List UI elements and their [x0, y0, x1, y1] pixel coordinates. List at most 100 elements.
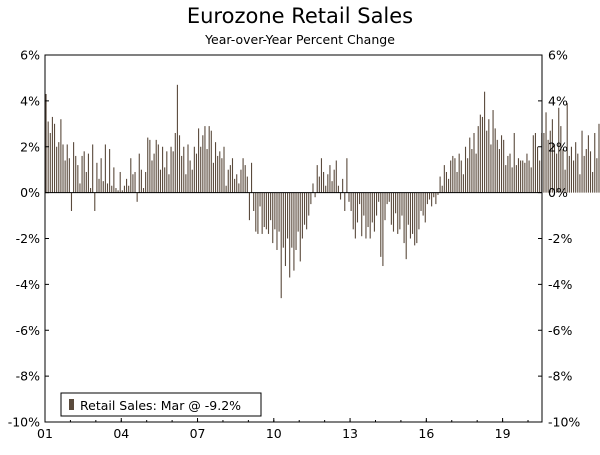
y-axis-right: 6% 4% 2% 0% -2% -4% -6% -8% -10%: [538, 48, 580, 430]
bar: [420, 192, 422, 211]
bar: [369, 192, 371, 239]
bar: [126, 178, 128, 193]
bar: [350, 192, 352, 211]
bar: [280, 192, 282, 299]
bar: [445, 171, 448, 193]
bar: [225, 185, 227, 193]
bar: [456, 171, 458, 193]
bar: [560, 126, 562, 193]
bar: [287, 192, 289, 239]
bar: [267, 192, 270, 234]
bar: [96, 162, 98, 193]
bar: [198, 128, 200, 193]
bar: [335, 160, 337, 193]
bar: [92, 144, 94, 193]
y-tick-label: -4%: [548, 277, 572, 292]
bar: [581, 130, 583, 193]
bar: [392, 192, 395, 232]
bar: [490, 144, 492, 193]
bar: [263, 192, 265, 228]
bar: [376, 192, 378, 216]
bar: [331, 181, 333, 193]
bar: [153, 153, 155, 193]
bar: [477, 126, 479, 193]
bar: [278, 192, 280, 232]
bar: [75, 155, 77, 193]
bar: [492, 110, 494, 193]
bar: [486, 130, 488, 193]
bar: [378, 192, 380, 202]
bar: [545, 112, 547, 193]
bar: [181, 155, 183, 193]
bar: [422, 192, 424, 216]
bar: [585, 149, 587, 193]
bar: [115, 188, 117, 193]
bar: [316, 165, 318, 193]
y-tick-label: -10%: [8, 415, 40, 430]
bar: [484, 91, 486, 193]
bar: [373, 192, 375, 232]
bar: [64, 160, 66, 193]
bar: [111, 185, 113, 193]
bar: [598, 123, 600, 193]
bar: [509, 153, 511, 193]
bar: [481, 116, 484, 193]
bar: [367, 192, 369, 228]
bar: [416, 192, 418, 244]
bar: [289, 192, 291, 278]
bar: [157, 144, 159, 193]
bar: [399, 192, 401, 230]
bar: [448, 178, 450, 193]
bar: [401, 192, 403, 216]
bar: [276, 192, 278, 250]
bar: [102, 181, 104, 193]
bar: [60, 119, 62, 193]
bar: [496, 139, 498, 193]
y-tick-label: 6%: [548, 48, 568, 63]
bar: [56, 146, 58, 193]
bar: [558, 107, 560, 193]
bar: [498, 149, 500, 193]
bar: [539, 160, 541, 193]
bar: [346, 158, 348, 193]
y-tick-label: 0%: [20, 185, 40, 200]
bar: [526, 153, 528, 193]
bar: [159, 169, 162, 193]
bar: [354, 192, 356, 239]
y-tick-label: 0%: [548, 185, 568, 200]
bar: [94, 192, 96, 211]
bar: [240, 169, 242, 193]
bar: [426, 192, 428, 205]
bar: [310, 192, 312, 205]
bar: [475, 153, 477, 193]
bar: [515, 165, 517, 193]
bar: [100, 158, 102, 193]
bar: [418, 192, 420, 230]
bar: [435, 192, 437, 205]
bar: [517, 158, 520, 193]
bar: [414, 192, 416, 246]
bar: [452, 155, 454, 193]
bar: [325, 185, 327, 193]
bar: [511, 167, 513, 193]
bar: [251, 162, 253, 193]
bar: [79, 183, 81, 193]
bar: [386, 192, 388, 205]
bar: [293, 192, 295, 271]
bar: [140, 169, 142, 193]
bar: [348, 192, 350, 202]
bar: [513, 132, 515, 193]
bar: [187, 144, 189, 193]
y-axis-left: 6% 4% 2% 0% -2% -4% -6% -8% -10%: [8, 48, 49, 430]
bar: [151, 160, 153, 193]
bar: [500, 135, 503, 193]
bar: [178, 135, 181, 193]
bar: [66, 144, 68, 193]
bar: [85, 171, 87, 193]
bar: [575, 142, 577, 193]
bar: [195, 153, 198, 193]
bar: [543, 132, 545, 193]
bar: [380, 192, 382, 257]
bar: [424, 192, 426, 223]
